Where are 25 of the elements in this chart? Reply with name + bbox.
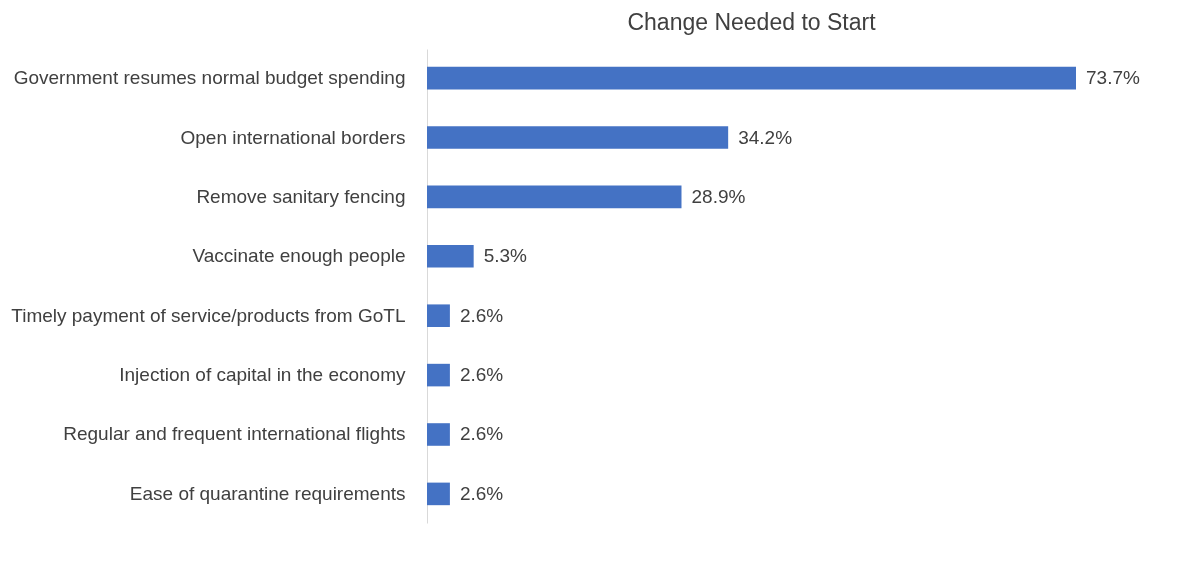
bar (427, 304, 450, 327)
data-label: 2.6% (459, 304, 504, 326)
bar (427, 185, 682, 209)
y-tick-label: Government resumes normal budget spending (13, 67, 406, 89)
y-tick-label: Regular and frequent international flights (63, 423, 406, 445)
y-tick-label: Ease of quarantine requirements (129, 482, 406, 504)
y-tick-label: Open international borders (180, 126, 406, 148)
data-label: 73.7% (1086, 67, 1140, 89)
y-tick-label: Remove sanitary fencing (196, 185, 406, 207)
bar (427, 126, 729, 149)
bar (427, 66, 1076, 90)
bar (427, 482, 450, 506)
data-label: 5.3% (483, 245, 528, 267)
data-label: 2.6% (459, 482, 504, 504)
bar (427, 245, 474, 268)
data-label: 2.6% (459, 364, 504, 386)
y-tick-label: Vaccinate enough people (192, 245, 406, 267)
data-label: 28.9% (691, 185, 746, 207)
data-label: 2.6% (459, 423, 504, 445)
y-tick-label: Injection of capital in the economy (119, 364, 406, 386)
bar (427, 423, 450, 446)
chart-title: Change Needed to Start (627, 9, 877, 35)
data-label: 34.2% (738, 126, 793, 148)
y-tick-label: Timely payment of service/products from GoTL (11, 304, 406, 326)
bar (427, 363, 450, 387)
